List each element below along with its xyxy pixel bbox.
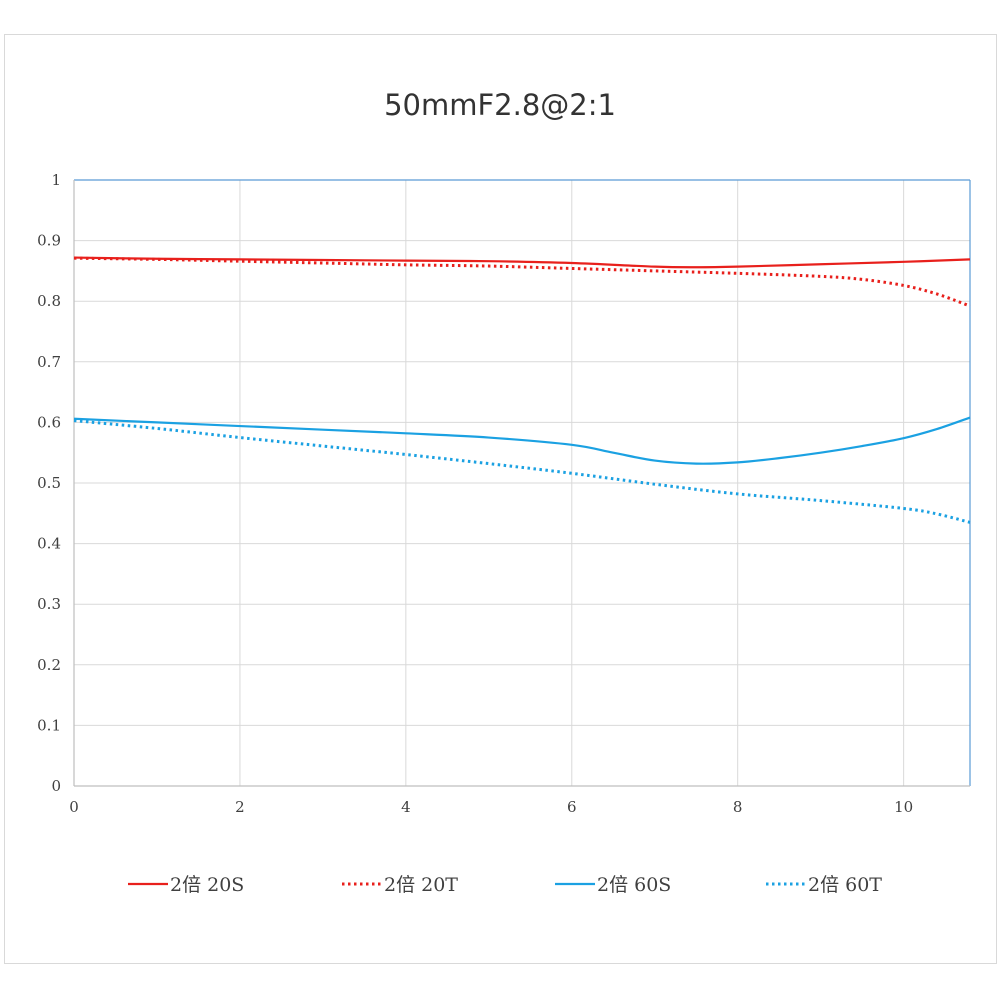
x-tick-label: 2 (235, 798, 245, 816)
chart-frame (4, 34, 997, 964)
legend-label-1: 2倍 20S (170, 874, 244, 896)
y-tick-label: 0.9 (37, 232, 61, 250)
y-tick-label: 0.2 (37, 656, 61, 674)
x-tick-label: 4 (401, 798, 411, 816)
y-tick-label: 0.5 (37, 474, 61, 492)
legend-label-3: 2倍 60S (597, 874, 671, 896)
x-tick-label: 10 (894, 798, 913, 816)
y-tick-label: 0.3 (37, 595, 61, 613)
y-tick-label: 0 (51, 777, 61, 795)
y-tick-label: 0.8 (37, 292, 61, 310)
x-tick-label: 6 (567, 798, 577, 816)
series-line-3 (73, 416, 971, 465)
chart-title: 50mmF2.8@2:1 (384, 88, 616, 122)
series-line-4 (73, 419, 971, 524)
y-tick-label: 1 (51, 171, 61, 189)
x-tick-label: 0 (69, 798, 79, 816)
legend-label-4: 2倍 60T (808, 874, 882, 896)
y-tick-label: 0.7 (37, 353, 61, 371)
y-tick-label: 0.6 (37, 413, 61, 431)
series-line-2 (73, 256, 971, 308)
x-tick-label: 8 (733, 798, 743, 816)
series-lines (73, 256, 971, 524)
series-line-1 (73, 256, 971, 269)
legend-label-2: 2倍 20T (384, 874, 458, 896)
axes: 00.10.20.30.40.50.60.70.80.910 2 4 6 8 10 (37, 171, 971, 816)
y-tick-label: 0.4 (37, 535, 61, 553)
legend: 2倍 20S 2倍 20T 2倍 60S 2倍 60T (128, 874, 882, 896)
y-tick-label: 0.1 (37, 716, 61, 734)
grid-lines (74, 179, 970, 786)
